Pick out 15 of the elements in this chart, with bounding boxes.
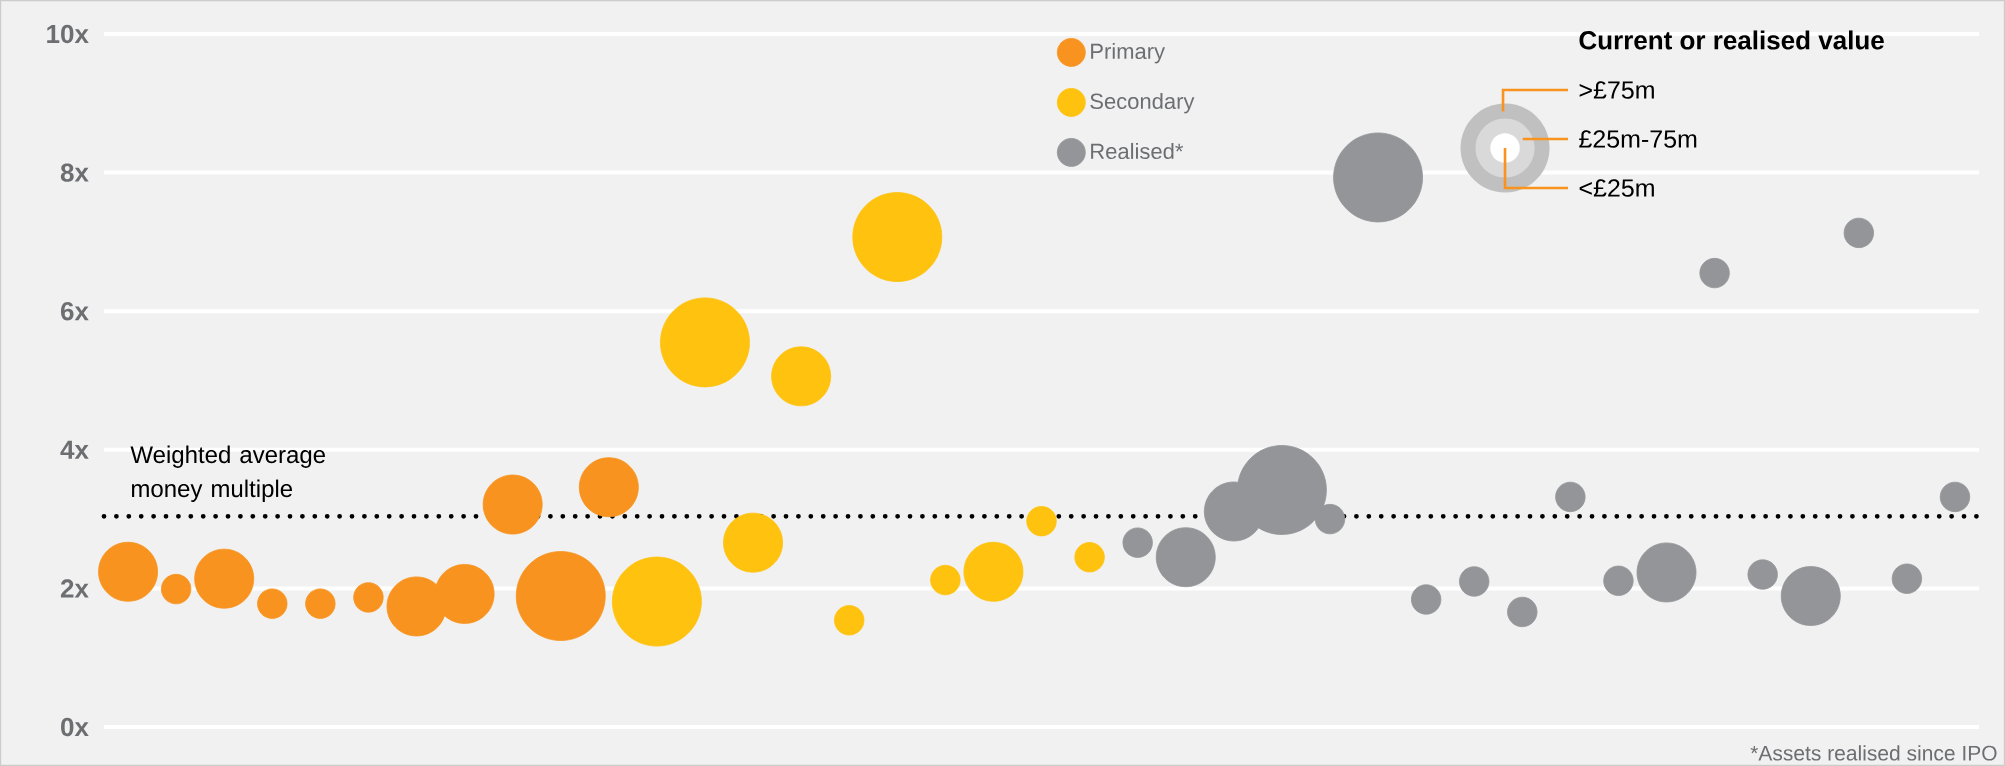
legend-label: Primary — [1091, 42, 1166, 64]
y-tick-label: 2x — [60, 579, 89, 598]
y-tick-label: 10x — [47, 24, 89, 44]
text: *Assets realised since IPO — [1750, 745, 1997, 761]
legend-label: Realised* — [1091, 142, 1184, 160]
y-tick-label: 0x — [61, 717, 89, 737]
y-tick-label: 6x — [60, 301, 89, 321]
legend-label: <£25m — [1579, 179, 1654, 197]
legend-label: £25m-75m — [1579, 130, 1697, 148]
y-tick-label: 8x — [60, 163, 89, 182]
legend-label: Secondary — [1090, 92, 1195, 114]
legend-title: Current or realised value — [1579, 30, 1884, 50]
ref-line-label: Weighted average money multiple — [130, 445, 325, 502]
legend-label: >£75m — [1579, 81, 1654, 99]
y-tick-label: 4x — [60, 440, 89, 459]
